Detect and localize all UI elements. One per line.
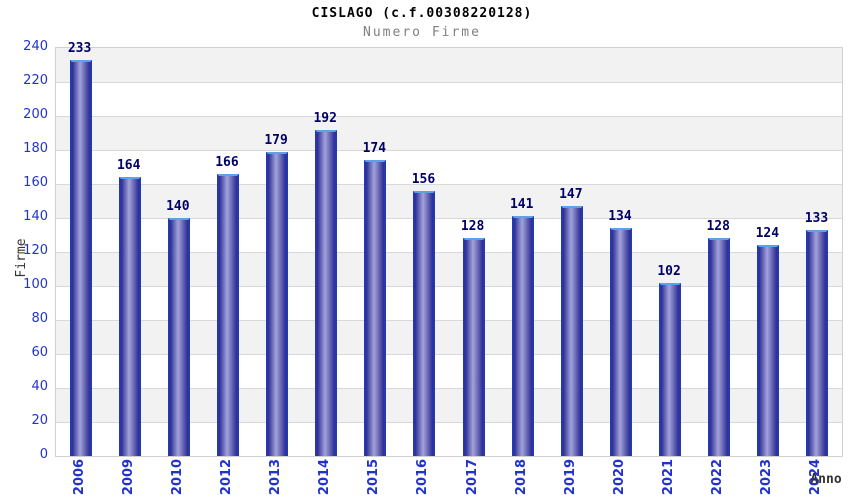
gridline [56,354,842,355]
x-tick-label: 2012 [218,458,234,496]
x-tick-label: 2010 [169,458,185,496]
bar-value-label: 174 [362,141,387,157]
x-axis-title: Anno [810,472,842,487]
x-tick-label: 2017 [464,458,480,496]
x-tick-label: 2014 [317,458,333,496]
plot-band [56,48,842,82]
y-tick-label: 40 [31,379,48,394]
y-tick-label: 0 [39,447,48,462]
plot-area [55,47,843,457]
y-tick-label: 120 [23,243,48,258]
gridline [56,150,842,151]
bar [364,160,387,456]
x-tick-label: 2020 [611,458,627,496]
bar [118,177,141,456]
bar [167,218,190,456]
plot-band [56,150,842,184]
bar-value-label: 164 [116,158,141,174]
bar-value-label: 141 [509,197,534,213]
bar-value-label: 133 [804,210,829,226]
plot-band [56,82,842,116]
plot-band [56,184,842,218]
bar-value-label: 128 [460,219,485,235]
x-tick-label: 2022 [710,458,726,496]
x-tick-label: 2009 [120,458,136,496]
y-tick-label: 240 [23,39,48,54]
bar [69,59,92,456]
bar-value-label: 233 [67,40,92,56]
y-tick-label: 140 [23,209,48,224]
gridline [56,388,842,389]
x-tick-label: 2019 [562,458,578,496]
bar-value-label: 102 [657,263,681,279]
y-tick-label: 180 [23,141,48,156]
x-tick-label: 2021 [661,458,677,496]
y-tick-label: 60 [31,345,48,360]
bar-value-label: 179 [264,132,288,148]
gridline [56,252,842,253]
gridline [56,422,842,423]
x-tick-label: 2016 [415,458,431,496]
bar [413,190,436,456]
gridline [56,286,842,287]
bar [708,238,731,456]
bar-value-label: 147 [559,187,583,203]
y-tick-label: 100 [23,277,48,292]
bar [757,245,780,456]
x-tick-label: 2018 [513,458,529,496]
gridline [56,116,842,117]
y-tick-label: 80 [31,311,48,326]
gridline [56,320,842,321]
bar-value-label: 166 [215,154,239,170]
bar [659,282,682,456]
y-tick-label: 160 [23,175,48,190]
bar [266,151,289,456]
x-tick-label: 2023 [759,458,775,496]
bar-value-label: 134 [608,209,632,225]
y-axis-title: Firme [14,238,29,278]
bar [216,173,239,456]
bar [462,238,485,456]
y-tick-label: 220 [23,73,48,88]
bar [560,206,583,456]
y-tick-label: 20 [31,413,48,428]
bar-value-label: 156 [411,171,436,187]
bar [609,228,632,456]
bar [315,129,338,456]
plot-band [56,116,842,150]
x-tick-label: 2015 [366,458,382,496]
bar [511,216,534,456]
bar-value-label: 140 [166,199,190,214]
chart-subtitle: Numero Firme [363,25,481,40]
gridline [56,218,842,219]
bar [806,229,829,456]
bar-value-label: 192 [313,110,337,126]
x-tick-label: 2006 [71,458,87,496]
gridline [56,82,842,83]
gridline [56,184,842,185]
chart-title: CISLAGO (c.f.00308220128) [311,6,533,21]
bar-value-label: 128 [706,219,730,235]
bar-value-label: 124 [755,226,780,242]
x-tick-label: 2013 [268,458,284,496]
y-tick-label: 200 [23,107,48,122]
